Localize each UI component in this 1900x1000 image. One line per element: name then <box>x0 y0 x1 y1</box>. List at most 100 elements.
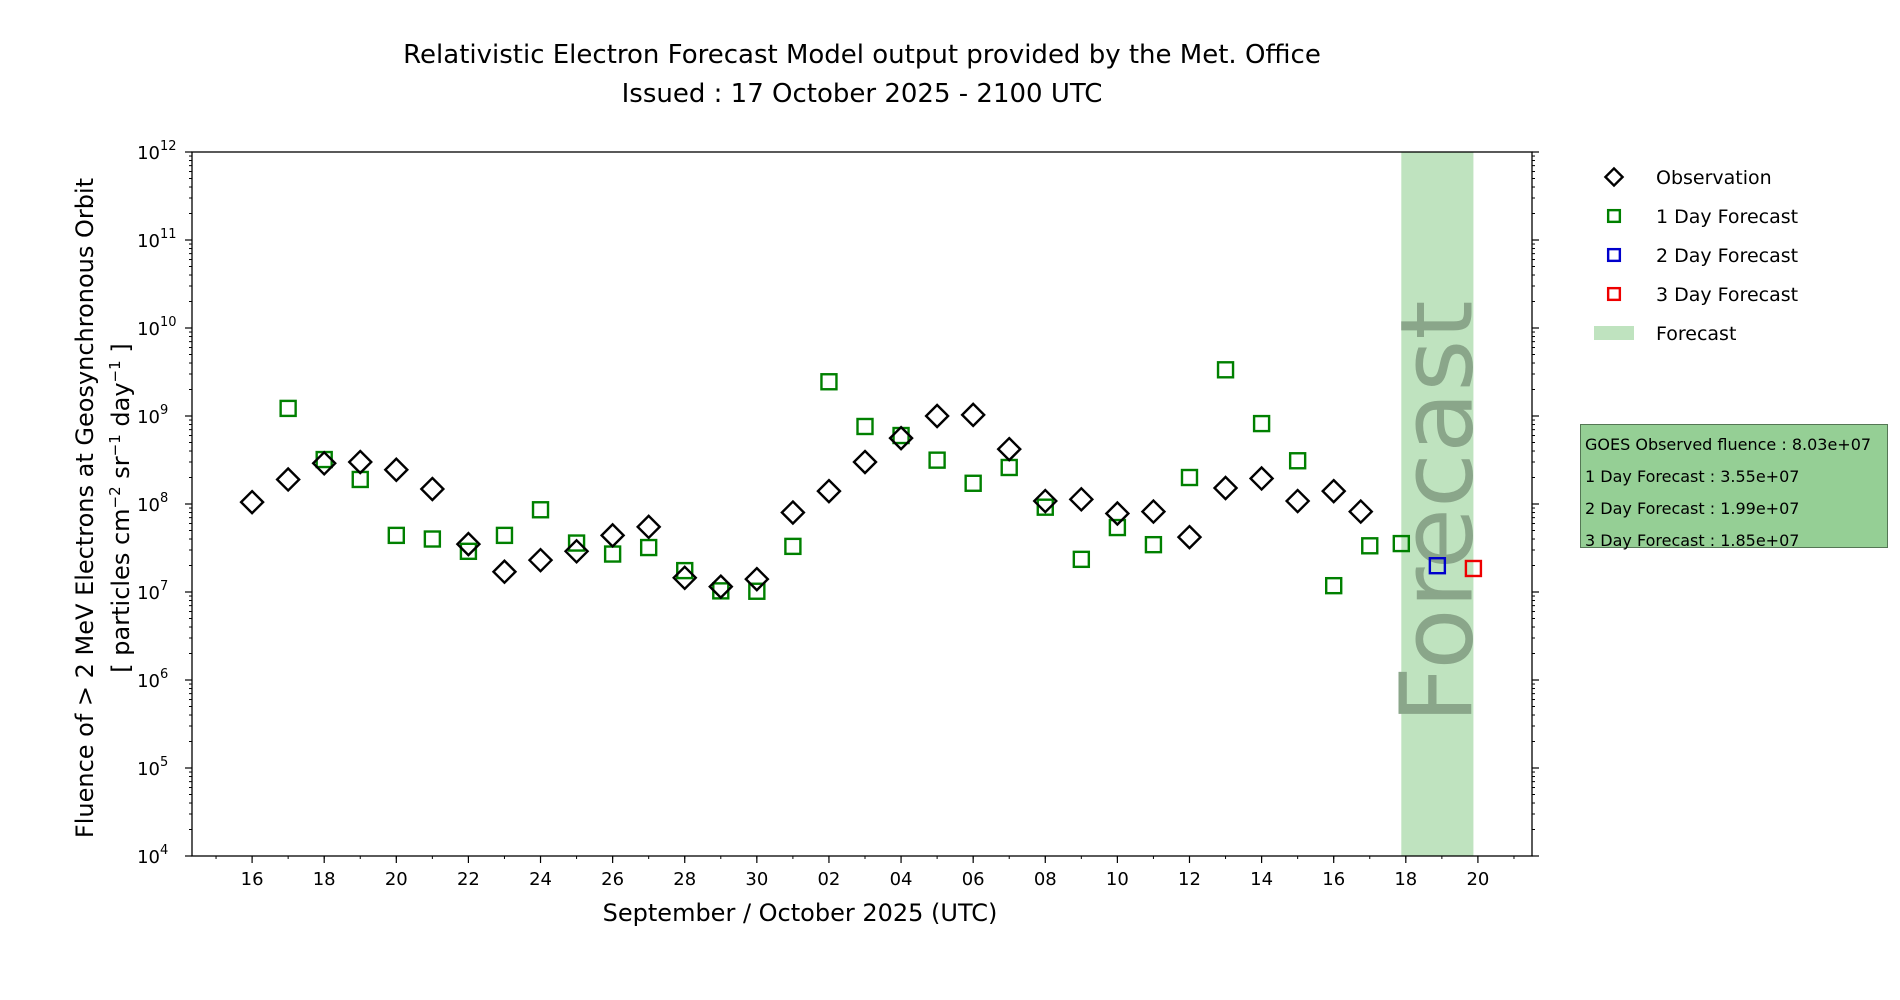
observation-point <box>1321 478 1347 504</box>
fluence-info-box: GOES Observed fluence : 8.03e+07 1 Day F… <box>1580 424 1888 550</box>
y-label-part: sr <box>107 456 135 486</box>
y-tick-label: 10 <box>137 231 160 252</box>
legend-label-1-day-forecast: 1 Day Forecast <box>1656 206 1798 228</box>
legend: Observation 1 Day Forecast 2 Day Forecast 3… <box>1594 166 1798 345</box>
observation-point <box>383 457 410 483</box>
observation-point <box>816 478 842 504</box>
legend-label-observation: Observation <box>1656 167 1772 189</box>
x-tick-label: 08 <box>1034 869 1057 890</box>
y-tick-exponent: 9 <box>160 403 168 418</box>
1-day-forecast-point <box>531 501 550 519</box>
observation-point <box>672 565 698 591</box>
x-tick-label: 04 <box>890 869 913 890</box>
1-day-forecast-point <box>1144 535 1163 554</box>
info-1-day: 1 Day Forecast : 3.55e+07 <box>1585 467 1800 486</box>
observation-point <box>852 449 878 475</box>
observation-point <box>960 402 986 428</box>
legend-label-2-day-forecast: 2 Day Forecast <box>1656 245 1798 267</box>
observation-point <box>888 425 914 451</box>
y-tick-exponent: 6 <box>160 667 168 682</box>
x-tick-label: 14 <box>1250 869 1273 890</box>
info-3-day: 3 Day Forecast : 1.85e+07 <box>1585 531 1800 550</box>
y-label-exp: −2 <box>106 486 124 508</box>
info-observed: GOES Observed fluence : 8.03e+07 <box>1585 435 1872 454</box>
legend-label-forecast: Forecast <box>1656 323 1736 345</box>
observation-point <box>491 559 518 585</box>
1-day-forecast-point <box>1216 361 1235 379</box>
y-tick-label: 10 <box>137 759 160 780</box>
1-day-forecast-point <box>1180 468 1199 487</box>
observation-point <box>599 522 626 549</box>
1-day-forecast-point <box>1000 458 1018 477</box>
1-day-forecast-point <box>315 450 333 469</box>
observation-point <box>1248 465 1275 492</box>
observation-point <box>275 466 301 493</box>
x-tick-label: 22 <box>457 869 480 890</box>
x-tick-label: 24 <box>529 869 552 890</box>
y-tick-label: 10 <box>137 495 160 516</box>
y-label-part: day <box>107 382 135 434</box>
info-2-day: 2 Day Forecast : 1.99e+07 <box>1585 499 1800 518</box>
observation-point <box>996 436 1022 462</box>
y-tick-exponent: 4 <box>160 843 168 858</box>
y-tick-exponent: 10 <box>160 315 177 330</box>
1-day-forecast-point <box>1036 498 1054 516</box>
x-tick-label: 20 <box>1466 869 1489 890</box>
y-label-exp: −1 <box>106 360 124 382</box>
observation-point <box>311 450 337 477</box>
observation-point <box>1104 500 1131 527</box>
3-day-forecast-point <box>1464 559 1483 578</box>
observation-point <box>527 547 554 573</box>
x-tick-label: 18 <box>313 869 336 890</box>
data-markers <box>239 361 1483 600</box>
y-tick-exponent: 12 <box>160 139 177 154</box>
1-day-forecast-point <box>495 526 514 545</box>
1-day-forecast-point <box>964 474 982 492</box>
1-day-forecast-point <box>748 582 766 600</box>
1-day-forecast-point <box>459 542 478 561</box>
x-tick-label: 18 <box>1394 869 1417 890</box>
1-day-forecast-point <box>892 426 910 445</box>
observation-point <box>1284 488 1311 514</box>
forecast-band-layer: Forecast <box>1378 152 1495 856</box>
legend-swatch-2-day-forecast <box>1606 247 1622 263</box>
1-day-forecast-point <box>1361 537 1379 555</box>
x-tick-label: 20 <box>385 869 408 890</box>
x-tick-label: 10 <box>1106 869 1129 890</box>
y-tick-label: 10 <box>137 319 160 340</box>
y-tick-exponent: 5 <box>160 755 168 770</box>
observation-point <box>563 538 590 565</box>
legend-label-3-day-forecast: 3 Day Forecast <box>1656 284 1798 306</box>
1-day-forecast-point <box>279 399 297 418</box>
observation-point <box>780 499 806 526</box>
y-tick-exponent: 11 <box>160 227 177 242</box>
observation-point <box>1348 498 1374 525</box>
y-tick-label: 10 <box>137 407 160 428</box>
forecast-band-label: Forecast <box>1378 300 1495 723</box>
y-axis-label-line1: Fluence of > 2 MeV Electrons at Geosynch… <box>71 178 99 838</box>
x-tick-label: 26 <box>601 869 624 890</box>
forecast-band <box>1401 152 1474 856</box>
y-tick-exponent: 8 <box>160 491 168 506</box>
chart-subtitle: Issued : 17 October 2025 - 2100 UTC <box>622 79 1103 109</box>
observation-point <box>419 476 446 502</box>
y-label-part: [ particles cm <box>107 508 135 672</box>
1-day-forecast-point <box>1325 576 1343 595</box>
1-day-forecast-point <box>784 537 802 556</box>
1-day-forecast-point <box>856 417 874 436</box>
1-day-forecast-point <box>928 451 946 469</box>
legend-swatch-3-day-forecast <box>1606 286 1622 302</box>
y-tick-exponent: 7 <box>160 579 168 594</box>
y-tick-label: 10 <box>137 583 160 604</box>
x-tick-label: 16 <box>241 869 264 890</box>
y-tick-label: 10 <box>137 671 160 692</box>
legend-swatch-1-day-forecast <box>1606 208 1622 224</box>
observation-point <box>1140 498 1167 525</box>
1-day-forecast-point <box>820 373 838 391</box>
x-tick-label: 28 <box>673 869 696 890</box>
x-tick-label: 30 <box>745 869 768 890</box>
chart-title: Relativistic Electron Forecast Model out… <box>403 40 1321 70</box>
observation-point <box>1212 475 1239 501</box>
observation-point <box>239 489 265 515</box>
